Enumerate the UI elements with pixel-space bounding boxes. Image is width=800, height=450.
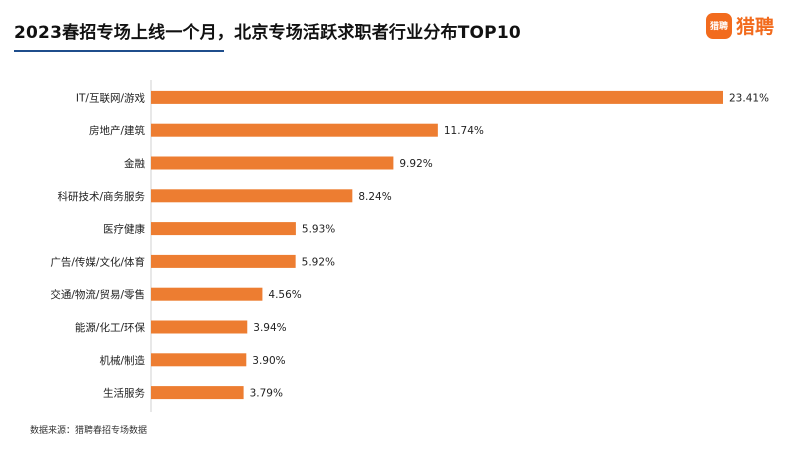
bar xyxy=(151,90,723,104)
bar xyxy=(151,123,438,137)
title-underline xyxy=(14,50,224,52)
value-label: 5.92% xyxy=(302,256,335,268)
value-label: 4.56% xyxy=(268,289,301,301)
category-label: 交通/物流/贸易/零售 xyxy=(50,288,145,301)
logo-text: 猎聘 xyxy=(736,16,775,38)
value-label: 5.93% xyxy=(302,224,335,236)
bar xyxy=(151,222,296,236)
category-label: 生活服务 xyxy=(103,387,145,400)
liepin-logo: 猎聘 猎聘 xyxy=(706,12,774,39)
category-label: 广告/传媒/文化/体育 xyxy=(50,255,145,268)
category-label: 科研技术/商务服务 xyxy=(57,190,145,203)
category-label: 金融 xyxy=(124,157,145,170)
bar xyxy=(151,320,248,334)
category-label: 医疗健康 xyxy=(103,223,145,236)
data-source-note: 数据来源：猎聘春招专场数据 xyxy=(30,426,148,436)
value-label: 9.92% xyxy=(399,158,432,170)
bar xyxy=(151,353,247,367)
bar xyxy=(151,386,244,400)
bar xyxy=(151,254,296,268)
category-label: 机械/制造 xyxy=(99,354,145,367)
bar xyxy=(151,156,394,170)
logo-badge-icon: 猎聘 xyxy=(706,12,732,39)
value-label: 3.94% xyxy=(253,322,286,334)
page-title: 2023春招专场上线一个月，北京专场活跃求职者行业分布TOP10 xyxy=(14,23,521,43)
bar xyxy=(151,287,263,301)
value-label: 3.79% xyxy=(250,388,283,400)
value-label: 11.74% xyxy=(444,125,484,137)
category-label: 房地产/建筑 xyxy=(89,124,146,137)
value-label: 8.24% xyxy=(358,191,391,203)
bar xyxy=(151,189,353,203)
category-label: IT/互联网/游戏 xyxy=(76,91,146,104)
value-label: 3.90% xyxy=(252,355,285,367)
category-label: 能源/化工/环保 xyxy=(75,321,146,334)
value-label: 23.41% xyxy=(729,92,769,104)
